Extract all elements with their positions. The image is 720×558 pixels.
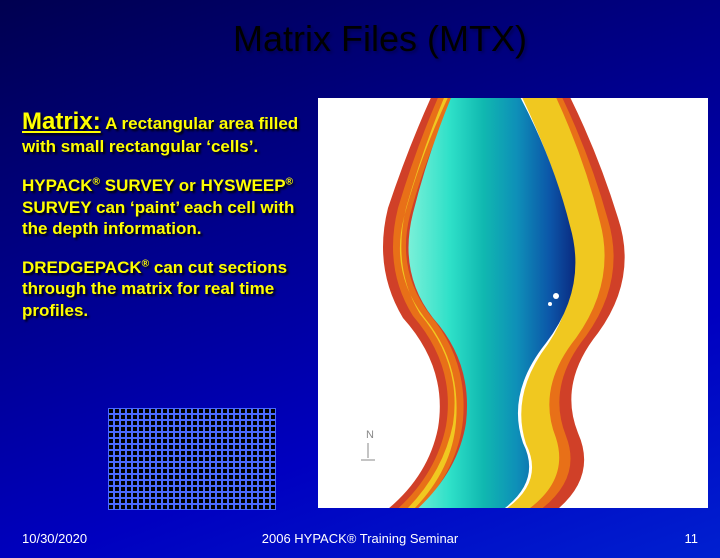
text-content: Matrix: A rectangular area filled with s… [22, 108, 312, 339]
para-hypack: HYPACK® SURVEY or HYSWEEP® SURVEY can ‘p… [22, 175, 312, 239]
lead-word: Matrix: [22, 108, 101, 135]
svg-text:N: N [366, 429, 374, 441]
para-matrix-def: Matrix: A rectangular area filled with s… [22, 108, 312, 157]
bathymetry-map: N [318, 98, 708, 508]
footer-seminar: 2006 HYPACK® Training Seminar [262, 531, 459, 546]
matrix-grid-illustration [108, 408, 276, 510]
slide-footer: 10/30/2020 2006 HYPACK® Training Seminar… [0, 531, 720, 546]
footer-page-number: 11 [685, 531, 699, 546]
para-dredgepack: DREDGEPACK® can cut sections through the… [22, 257, 312, 321]
slide-title: Matrix Files (MTX) [40, 18, 720, 60]
footer-date: 10/30/2020 [22, 531, 87, 546]
